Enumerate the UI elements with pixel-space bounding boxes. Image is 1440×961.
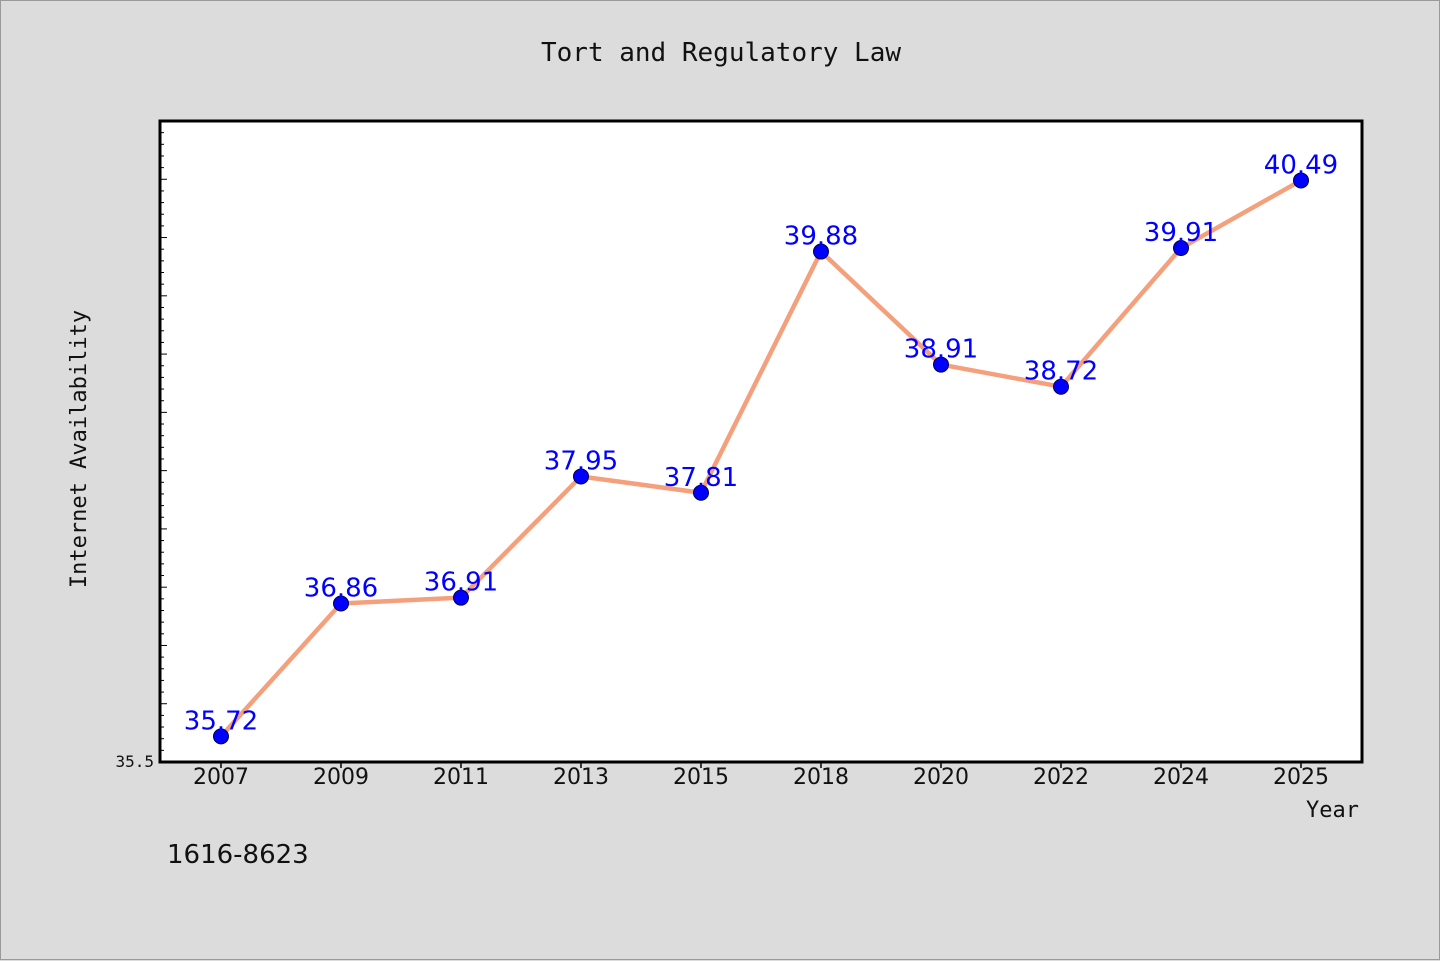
x-tick-label: 2009: [313, 765, 369, 790]
x-axis-label: Year: [1306, 798, 1359, 823]
x-tick-label: 2015: [673, 765, 729, 790]
data-point-marker: [213, 728, 229, 745]
chart-title: Tort and Regulatory Law: [541, 38, 901, 68]
data-point-marker: [693, 484, 709, 501]
data-label: 40.49: [1264, 150, 1338, 180]
data-label: 39.91: [1144, 218, 1218, 248]
data-labels: 35.72 36.86 36.91 37.95 37.81 39.88 38.91 38.72…: [184, 150, 1338, 736]
data-point-marker: [453, 589, 469, 606]
x-tick-label: 2020: [913, 765, 969, 790]
x-tick-label: 2024: [1153, 765, 1209, 790]
x-tick-label: 2007: [193, 765, 249, 790]
data-label: 37.95: [544, 446, 618, 476]
data-label: 38.72: [1024, 357, 1098, 387]
data-label: 37.81: [664, 463, 738, 493]
footer-code: 1616-8623: [167, 840, 309, 870]
x-tick-label: 2022: [1033, 765, 1089, 790]
x-tick-label: 2025: [1273, 765, 1329, 790]
x-axis-ticks: 2007 2009 2011 2013 2015 2018 2020 2022 2024 2025: [193, 762, 1329, 790]
series-line-group: [218, 178, 1304, 739]
data-point-marker: [813, 243, 829, 260]
data-point-marker: [573, 468, 589, 485]
data-label: 35.72: [184, 706, 258, 736]
data-label: 39.88: [784, 222, 858, 252]
x-tick-label: 2018: [793, 765, 849, 790]
x-tick-label: 2011: [433, 765, 489, 790]
data-label: 36.91: [424, 568, 498, 598]
data-point-marker: [1293, 172, 1309, 189]
data-points: [213, 172, 1309, 745]
y-tick-label: 35.5: [115, 752, 154, 771]
y-axis-ticks: 35.5: [115, 132, 167, 771]
plot-area: [158, 119, 1364, 764]
data-label: 38.91: [904, 335, 978, 365]
data-point-marker: [933, 356, 949, 373]
data-point-marker: [1053, 378, 1069, 395]
series-line: [218, 178, 1304, 739]
data-point-marker: [333, 595, 349, 612]
data-point-marker: [1173, 240, 1189, 257]
data-label: 36.86: [304, 573, 378, 603]
x-tick-label: 2013: [553, 765, 609, 790]
y-axis-label: Internet Availability: [67, 310, 92, 588]
